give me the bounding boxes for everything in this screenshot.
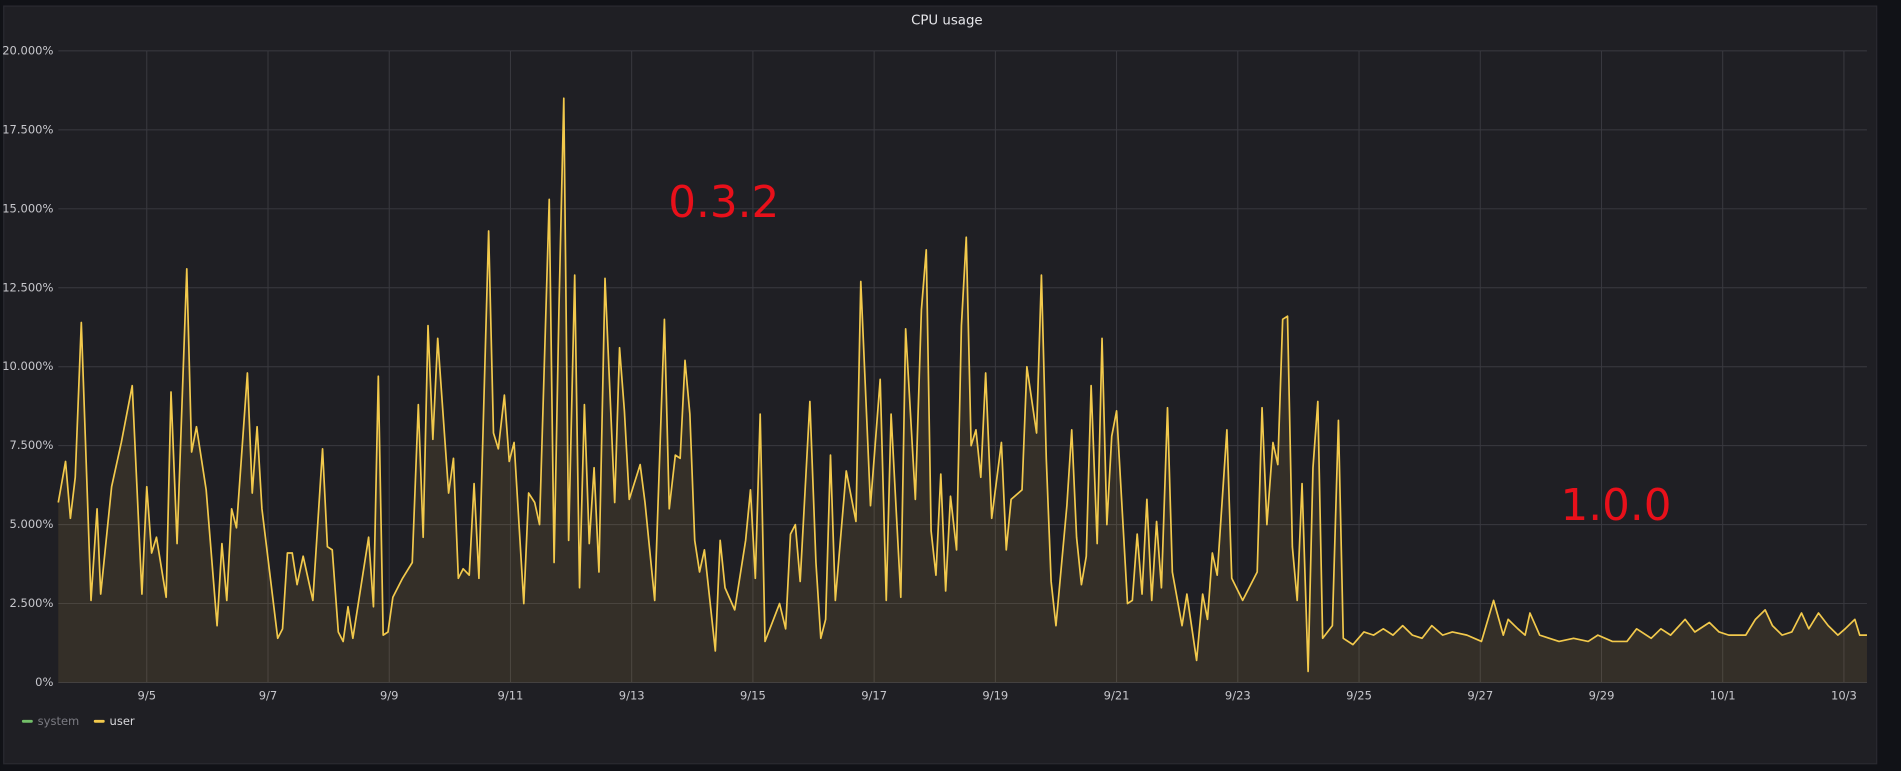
x-tick-label: 9/19	[982, 688, 1008, 702]
x-tick-label: 9/27	[1467, 688, 1493, 702]
x-tick-label: 9/17	[861, 688, 887, 702]
y-tick-label: 20.000%	[2, 43, 53, 57]
x-tick-label: 9/13	[619, 688, 645, 702]
line	[57, 97, 1867, 673]
y-tick-label: 5.000%	[10, 517, 54, 531]
y-tick-label: 0%	[35, 675, 53, 689]
y-tick-label: 2.500%	[10, 596, 54, 610]
x-tick-label: 9/29	[1589, 688, 1615, 702]
x-tick-label: 9/7	[259, 688, 278, 702]
y-tick-label: 15.000%	[2, 201, 53, 215]
x-tick-label: 9/25	[1346, 688, 1372, 702]
panel	[3, 5, 1878, 765]
y-tick-label: 7.500%	[10, 438, 54, 452]
annotation: 0.3.2	[668, 177, 779, 228]
y-tick-label: 12.500%	[2, 280, 53, 294]
x-tick-label: 9/15	[740, 688, 766, 702]
grid	[58, 50, 1867, 683]
legend-swatch[interactable]	[21, 719, 33, 723]
legend-label[interactable]: system	[38, 714, 80, 728]
x-tick-label: 9/21	[1104, 688, 1130, 702]
y-tick-label: 10.000%	[2, 359, 53, 373]
legend-swatch[interactable]	[93, 719, 105, 723]
x-tick-label: 9/11	[498, 688, 524, 702]
x-tick-label: 9/23	[1225, 688, 1251, 702]
chart-title: CPU usage	[911, 14, 983, 29]
x-tick-label: 10/1	[1710, 688, 1736, 702]
legend-label[interactable]: user	[110, 714, 135, 728]
annotation: 1.0.0	[1561, 480, 1672, 531]
area	[58, 98, 1867, 683]
y-tick-label: 17.500%	[2, 122, 53, 136]
x-tick-label: 9/5	[138, 688, 157, 702]
x-tick-label: 10/3	[1831, 688, 1857, 702]
x-tick-label: 9/9	[380, 688, 399, 702]
